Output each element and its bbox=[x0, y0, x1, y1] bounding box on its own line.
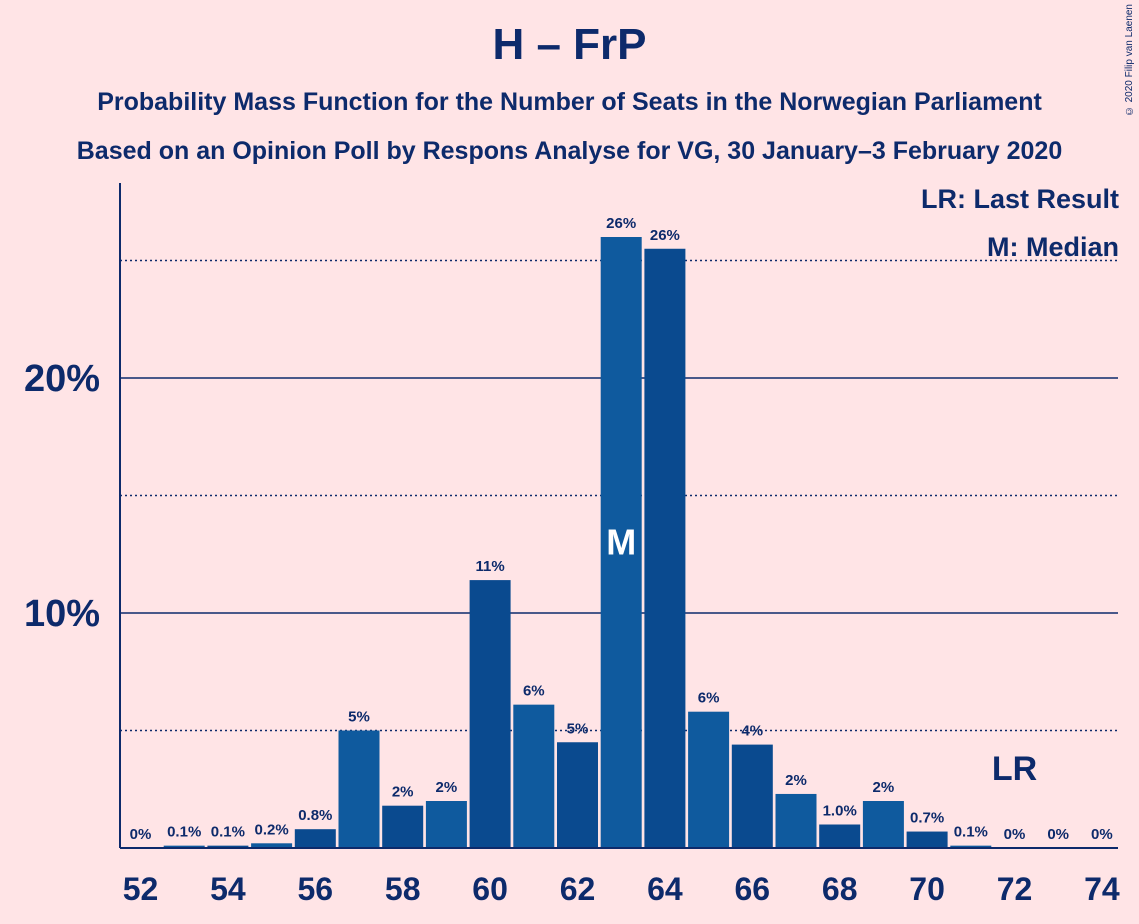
bar-62 bbox=[557, 742, 598, 848]
legend-last-result: LR: Last Result bbox=[920, 184, 1119, 214]
median-marker: M bbox=[606, 522, 636, 563]
legend-median: M: Median bbox=[987, 232, 1119, 262]
x-tick-label-54: 54 bbox=[210, 871, 246, 907]
bar-57 bbox=[338, 730, 380, 848]
bar-label-61: 6% bbox=[523, 683, 545, 700]
bar-68 bbox=[819, 824, 861, 848]
bar-70 bbox=[906, 831, 948, 848]
bar-67 bbox=[775, 793, 817, 848]
bar-label-52: 0% bbox=[130, 826, 152, 843]
x-tick-label-72: 72 bbox=[997, 871, 1033, 907]
bar-53 bbox=[163, 845, 205, 848]
bar-label-63: 26% bbox=[606, 215, 636, 232]
bar-label-72: 0% bbox=[1004, 826, 1026, 843]
bar-60 bbox=[469, 580, 511, 848]
x-tick-label-70: 70 bbox=[909, 871, 945, 907]
x-tick-label-60: 60 bbox=[472, 871, 508, 907]
bar-label-62: 5% bbox=[567, 720, 589, 737]
bar-label-73: 0% bbox=[1047, 826, 1069, 843]
bar-56 bbox=[294, 829, 336, 848]
bar-64 bbox=[644, 248, 686, 848]
bar-label-68: 1.0% bbox=[823, 803, 857, 820]
bar-55 bbox=[251, 843, 293, 848]
bar-label-65: 6% bbox=[698, 690, 720, 707]
chart-subtitle-1: Probability Mass Function for the Number… bbox=[97, 88, 1042, 116]
chart-title: H – FrP bbox=[492, 20, 647, 69]
x-tick-label-74: 74 bbox=[1084, 871, 1120, 907]
bar-66 bbox=[731, 744, 773, 848]
bar-label-64: 26% bbox=[650, 227, 680, 244]
chart-subtitle-2: Based on an Opinion Poll by Respons Anal… bbox=[76, 137, 1063, 165]
bar-65 bbox=[688, 711, 730, 848]
x-tick-label-62: 62 bbox=[560, 871, 596, 907]
bar-label-54: 0.1% bbox=[211, 824, 245, 841]
bar-63 bbox=[600, 237, 642, 848]
bar-label-60: 11% bbox=[475, 558, 504, 575]
last-result-marker: LR bbox=[992, 750, 1037, 788]
bar-label-69: 2% bbox=[873, 779, 895, 796]
bar-label-67: 2% bbox=[785, 772, 807, 789]
bar-59 bbox=[425, 801, 467, 848]
bar-label-70: 0.7% bbox=[910, 810, 944, 827]
bar-label-56: 0.8% bbox=[298, 807, 332, 824]
x-tick-label-52: 52 bbox=[123, 871, 159, 907]
y-tick-label-10: 10% bbox=[24, 593, 100, 635]
bar-label-53: 0.1% bbox=[167, 824, 201, 841]
x-tick-label-64: 64 bbox=[647, 871, 683, 907]
y-tick-label-20: 20% bbox=[24, 358, 100, 400]
x-tick-label-58: 58 bbox=[385, 871, 421, 907]
bar-label-66: 4% bbox=[741, 723, 763, 740]
bar-58 bbox=[382, 805, 424, 848]
bar-label-55: 0.2% bbox=[254, 821, 288, 838]
bar-label-74: 0% bbox=[1091, 826, 1113, 843]
bar-label-58: 2% bbox=[392, 784, 414, 801]
bar-69 bbox=[862, 801, 904, 848]
bar-54 bbox=[207, 845, 249, 848]
bar-61 bbox=[513, 704, 555, 848]
x-tick-label-56: 56 bbox=[298, 871, 334, 907]
bar-71 bbox=[950, 845, 992, 848]
bar-label-71: 0.1% bbox=[954, 824, 988, 841]
x-tick-label-66: 66 bbox=[735, 871, 771, 907]
bar-label-57: 5% bbox=[348, 709, 370, 726]
bar-label-59: 2% bbox=[436, 779, 458, 796]
x-tick-label-68: 68 bbox=[822, 871, 858, 907]
